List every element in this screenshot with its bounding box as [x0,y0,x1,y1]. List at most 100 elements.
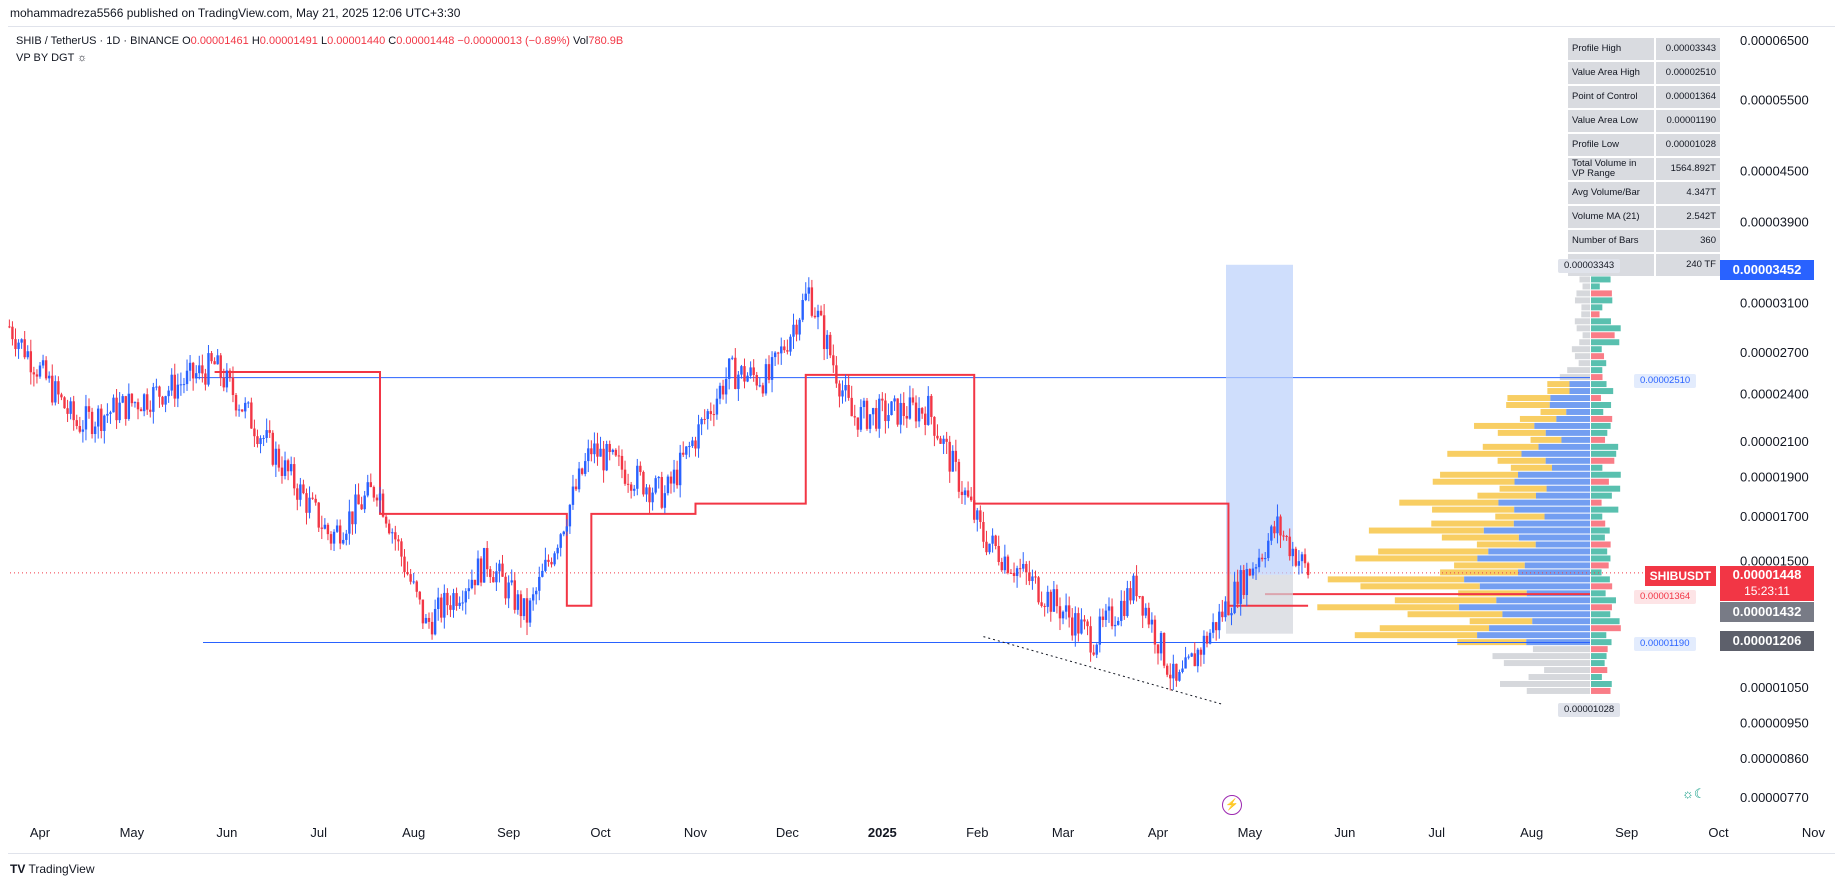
vp-bar-buy [1498,499,1590,506]
vp-delta-bar [1591,499,1602,506]
candle-body [715,398,719,415]
candle-body [1083,619,1086,622]
candle-body [639,465,642,472]
candle-body [501,563,504,577]
chart-frame [8,26,1835,854]
vp-bar-sell [1474,422,1535,429]
x-tick-label: Nov [1802,825,1826,840]
candle-body [666,476,670,494]
candle-body [1172,663,1175,679]
candle-body [1242,570,1245,596]
vp-bar-buy [1514,478,1590,485]
candle-body [1006,556,1010,573]
candle-body [394,532,397,540]
candle-body [1169,674,1172,679]
candle-body [804,293,807,301]
candle-body [498,563,501,572]
candle-body [1178,672,1181,681]
symbol-price-value: 0.00001448 [1732,567,1802,582]
candle-body [152,387,155,412]
candle-body [881,398,884,401]
candle-body [378,493,382,501]
candle-body [568,504,572,527]
candle-body [553,553,556,565]
candle-body [1214,622,1218,631]
candle-body [516,594,520,610]
x-tick-label: Apr [30,825,51,840]
candle-body [847,384,850,398]
vp-delta-bar [1591,471,1621,478]
candle-body [697,424,700,449]
price-tag-top: 0.00003452 [1720,260,1814,280]
symbol-legend: SHIB / TetherUS · 1D · BINANCE O0.000014… [16,35,623,47]
vp-delta-bar [1591,604,1612,611]
candle-body [1236,581,1239,604]
vp-delta-bar [1591,687,1611,694]
lightning-icon[interactable]: ⚡ [1222,795,1242,815]
candle-body [23,339,26,358]
vp-delta-bar [1591,527,1610,534]
candle-body [164,396,167,405]
candle-body [1251,568,1255,576]
candle-body [593,443,596,455]
candle-body [430,621,434,635]
candle-body [72,401,75,421]
vp-bar-sell [1477,492,1536,499]
stats-label: Profile High [1568,38,1654,60]
candle-body [672,469,676,484]
candle-body [850,397,853,417]
vp-bar-sell [1432,506,1515,513]
vp-bar-sell [1394,597,1497,604]
vp-bar-sell [1441,534,1519,541]
x-tick-label: Jul [1428,825,1445,840]
candle-body [204,373,207,385]
candle-body [541,570,544,577]
candle-body [149,409,152,412]
vp-delta-bar [1591,304,1603,311]
candle-body [84,406,88,430]
indicator-legend[interactable]: VP BY DGT ☼ [16,52,87,64]
candle-body [136,402,140,410]
candle-body [547,559,550,562]
candle-body [1221,611,1224,618]
stats-value: 360 [1656,230,1720,252]
candle-body [1181,668,1184,673]
vp-bar-buy [1514,506,1590,513]
x-tick-label: Sep [497,825,520,840]
vp-delta-bar [1591,464,1603,471]
candle-body [960,491,964,496]
support-trendline [983,636,1223,705]
settings-gear-icon[interactable]: ☼ [77,52,88,64]
x-tick-label: May [1238,825,1263,840]
y-tick-label: 0.00001050 [1740,680,1809,695]
change-value: −0.00000013 (−0.89%) [457,35,570,47]
vah-label: 0.00002510 [1634,374,1697,388]
candle-body [969,496,973,501]
candle-body [482,548,486,583]
candle-body [574,486,578,490]
candle-body [38,365,42,377]
candle-body [293,464,296,489]
candle-body [81,429,85,432]
candle-body [1071,617,1074,636]
candle-body [587,448,590,462]
candle-body [244,402,247,412]
candle-body [1095,644,1098,655]
candle-body [525,598,529,623]
y-tick-label: 0.00001900 [1740,469,1809,484]
vp-bar-buy [1488,548,1590,555]
volume-label: Vol [573,35,589,47]
vp-bar-sell [1499,485,1547,492]
vp-bar-outside [1571,346,1590,353]
vp-bar-buy [1489,625,1590,632]
vp-bar-sell [1355,555,1478,562]
indicator-status-icon: ☼☾ [1682,786,1706,801]
vp-bar-buy [1545,457,1590,464]
candle-body [1147,607,1151,625]
close-value: 0.00001448 [396,35,455,47]
candle-body [963,490,967,496]
vp-delta-bar [1591,381,1607,388]
candle-body [924,413,927,425]
candle-body [654,478,657,493]
